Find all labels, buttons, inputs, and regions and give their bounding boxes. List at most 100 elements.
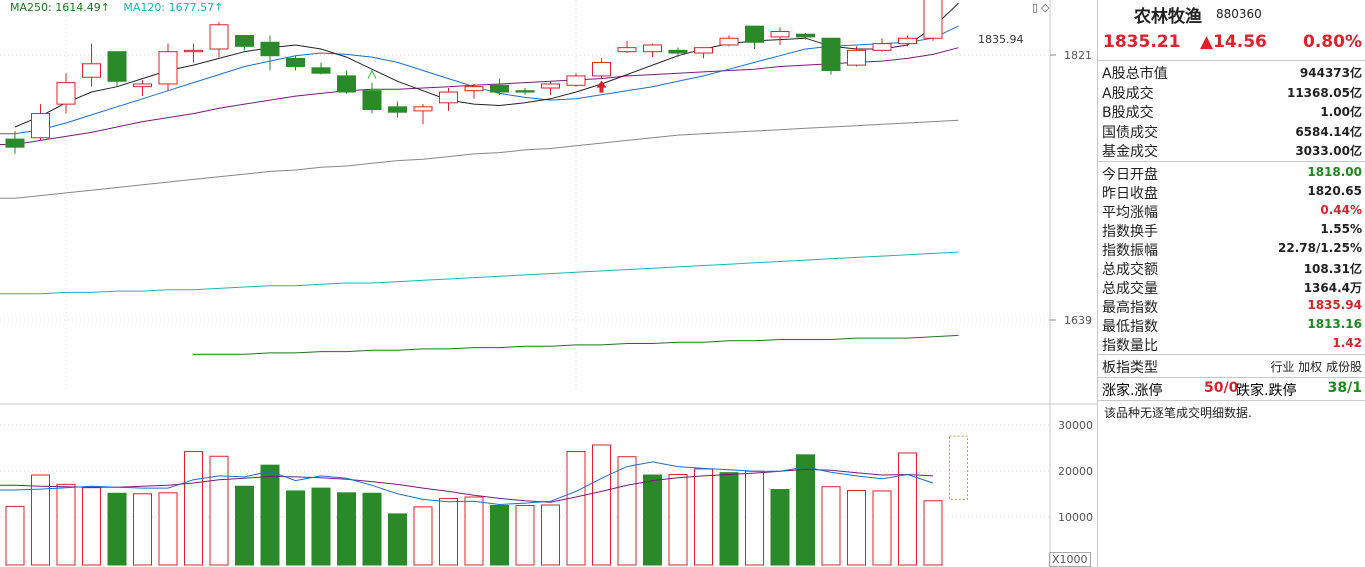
volume-bar (821, 486, 841, 566)
volume-bar (898, 452, 917, 566)
stat-value: 1364.4万 (1303, 280, 1362, 295)
y-label-1639: 1639 (1064, 314, 1092, 327)
diamond-icon[interactable]: ◇ (1041, 1, 1050, 14)
candle-body (617, 47, 637, 53)
divider (1098, 399, 1365, 401)
divider (1098, 60, 1365, 61)
volume-bar (490, 504, 509, 566)
vol-label-20000: 20000 (1058, 465, 1093, 478)
stat-label: 指数换手 (1102, 223, 1158, 240)
candle-body (209, 24, 229, 50)
volume-bar (286, 490, 305, 566)
candle-body (745, 25, 764, 43)
candle-body (464, 86, 484, 92)
price-row: 1835.21 ▲14.56 0.80% (1098, 32, 1365, 56)
candle-body (796, 33, 815, 38)
candle-body (337, 75, 356, 93)
ma250-line (193, 334, 959, 355)
candle-body (643, 44, 662, 53)
stat-value: 0.44% (1320, 202, 1362, 217)
volume-bar (617, 456, 637, 566)
stat-label: A股成交 (1102, 85, 1154, 102)
candle-body (515, 90, 535, 93)
stat-label: 最低指数 (1102, 318, 1158, 335)
volume-bar (719, 472, 739, 566)
volume-bar (184, 451, 203, 566)
candle-body (566, 75, 586, 86)
stat-value: 1818.00 (1307, 164, 1362, 179)
stat-value: 1.55% (1320, 221, 1362, 236)
volume-bar (464, 496, 484, 566)
stat-label: 基金成交 (1102, 144, 1158, 160)
stat-label: 指数量比 (1102, 337, 1158, 354)
advancers-value: 50/0 (1204, 379, 1239, 396)
stat-label: A股总市值 (1102, 66, 1168, 82)
quote-sidebar: 农林牧渔 880360 1835.21 ▲14.56 0.80% A股总市值 94… (1097, 0, 1365, 567)
stat-row-index: 最高指数 1835.94 (1098, 296, 1365, 316)
vol-ma-line-1 (0, 461, 934, 506)
signal-icon (367, 69, 377, 79)
volume-bar (56, 483, 76, 566)
buy-arrow-icon (596, 80, 607, 93)
stat-row-index: 今日开盘 1818.00 (1098, 163, 1365, 183)
volume-bar (31, 474, 50, 566)
ma60-line (0, 119, 959, 199)
volume-bar (337, 492, 356, 566)
volume-bar (133, 493, 152, 566)
stat-value: 1835.94 (1307, 297, 1362, 312)
stat-label: 今日开盘 (1102, 166, 1158, 183)
decliners-label: 跌家.跌停 (1236, 382, 1297, 399)
volume-bar (235, 485, 254, 566)
candle-body (898, 37, 917, 45)
candle-body (107, 51, 127, 82)
candle-body (770, 31, 790, 38)
advancers-label: 涨家.涨停 (1102, 382, 1163, 399)
stat-row-index: 总成交额 108.31亿 (1098, 258, 1365, 278)
divider (1098, 160, 1365, 162)
volume-bar (643, 474, 662, 566)
candle-body (133, 83, 152, 88)
candle-body (668, 49, 688, 54)
volume-bar (668, 474, 688, 566)
candle-body (260, 41, 280, 57)
volume-projection-box (949, 435, 968, 500)
kline-chart-area[interactable]: MA250: 1614.49↑ MA120: 1677.57↑ ◇ ▯ 1821… (0, 0, 1097, 567)
candle-body (923, 0, 943, 39)
volume-bar (566, 451, 586, 566)
volume-bar (107, 492, 127, 566)
divider (1098, 353, 1365, 355)
price-change: ▲14.56 (1200, 32, 1267, 52)
volume-bar (872, 490, 892, 566)
candle-body (235, 35, 254, 47)
current-price: 1835.21 (1103, 32, 1181, 52)
volume-bar (82, 487, 101, 566)
candle-body (82, 63, 101, 78)
stat-row-market: A股成交 11368.05亿 (1098, 82, 1365, 102)
candle-body (158, 51, 178, 85)
stat-label: 国债成交 (1102, 124, 1158, 141)
volume-bar (745, 470, 764, 566)
candle-body (413, 106, 433, 112)
stat-row-market: 国债成交 6584.14亿 (1098, 121, 1365, 141)
volume-bar (362, 492, 382, 566)
candle-body (694, 47, 713, 54)
candle-body (847, 49, 866, 66)
stat-label: 昨日收盘 (1102, 185, 1158, 202)
volume-bar (311, 487, 331, 566)
stat-value: 22.78/1.25% (1278, 240, 1362, 255)
stat-value: 1.00亿 (1320, 105, 1362, 119)
window-icon[interactable]: ▯ (1032, 1, 1039, 14)
volume-bar (847, 489, 866, 566)
index-name: 农林牧渔 (1134, 7, 1202, 27)
stat-row-index: 指数振幅 22.78/1.25% (1098, 239, 1365, 259)
price-change-pct: 0.80% (1303, 32, 1362, 52)
divider (1098, 376, 1365, 378)
candle-body (490, 84, 509, 93)
index-type-value[interactable]: 行业 加权 成份股 (1270, 359, 1362, 374)
stat-row-index: 昨日收盘 1820.65 (1098, 182, 1365, 202)
volume-bar (796, 454, 815, 566)
stat-label: 最高指数 (1102, 299, 1158, 316)
kline-chart[interactable] (0, 0, 1097, 567)
index-type-label: 板指类型 (1102, 359, 1158, 376)
stat-row-index: 最低指数 1813.16 (1098, 315, 1365, 335)
